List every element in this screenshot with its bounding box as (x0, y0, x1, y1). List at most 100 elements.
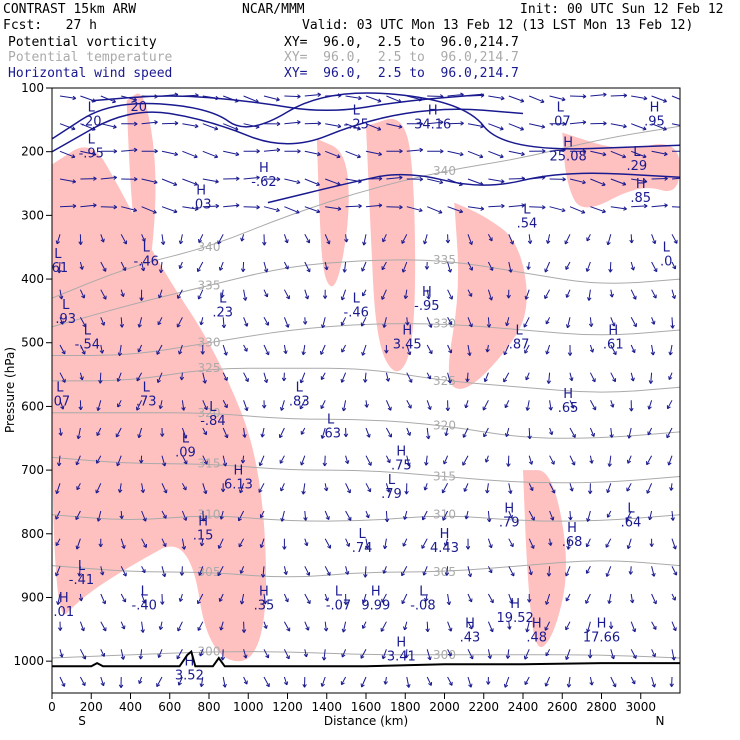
wind-arrow (141, 206, 157, 214)
wind-arrow-head (321, 324, 326, 329)
wind-arrow-head (113, 204, 118, 210)
wind-arrow (100, 261, 107, 272)
x-tick-label: 800 (198, 700, 221, 714)
wind-arrow-head (446, 601, 452, 606)
wind-arrow-head (181, 406, 186, 411)
wind-arrow (325, 206, 342, 210)
wind-arrow (507, 649, 510, 659)
wind-arrow-head (360, 683, 365, 688)
wind-arrow-head (386, 459, 391, 464)
wind-arrow-head (320, 405, 325, 410)
wind-arrow (588, 289, 591, 301)
extremum-low: L (419, 584, 427, 599)
wind-arrow (447, 344, 452, 354)
extremum-low: L (335, 584, 343, 599)
wind-arrow (465, 510, 469, 520)
wind-arrow-head (99, 349, 105, 354)
wind-arrow (59, 205, 77, 208)
wind-arrow-head (100, 238, 105, 243)
wind-arrow (527, 261, 530, 270)
wind-arrow (463, 483, 469, 492)
wind-arrow (141, 178, 158, 184)
wind-arrow (263, 621, 267, 629)
wind-arrow (304, 621, 309, 631)
wind-arrow-head (381, 266, 386, 271)
wind-arrow-head (60, 405, 65, 410)
wind-arrow-head (378, 151, 383, 157)
wind-arrow-head (326, 240, 331, 245)
wind-arrow-head (218, 266, 224, 271)
wind-arrow-head (612, 378, 617, 383)
wind-arrow-head (404, 490, 409, 495)
wind-arrow (283, 317, 289, 328)
wind-arrow (525, 372, 530, 381)
wind-arrow (625, 510, 632, 521)
wind-arrow (565, 261, 571, 270)
wind-arrow-head (422, 571, 427, 576)
wind-arrow (59, 178, 76, 183)
theta-label: 320 (198, 406, 221, 420)
pv-contour-0 (52, 108, 524, 153)
wind-arrow (508, 150, 525, 155)
wind-arrow-head (100, 682, 105, 687)
wind-arrow-head (489, 599, 494, 604)
wind-arrow-head (178, 265, 183, 270)
wind-arrow-head (648, 516, 653, 521)
wind-arrow-head (467, 352, 472, 357)
wind-arrow-head (275, 97, 280, 102)
wind-arrow-head (299, 405, 304, 410)
y-tick-label: 800 (21, 527, 44, 541)
wind-arrow (651, 289, 657, 299)
wind-arrow-head (316, 181, 320, 187)
wind-arrow-head (177, 294, 181, 299)
wind-arrow (447, 206, 463, 213)
wind-arrow (263, 206, 280, 212)
wind-arrow (605, 538, 612, 548)
wind-arrow-head (361, 599, 367, 604)
wind-arrow (182, 150, 198, 158)
wind-arrow (59, 676, 65, 687)
wind-arrow-head (673, 571, 678, 576)
wind-arrow (115, 427, 122, 438)
wind-arrow (263, 261, 268, 273)
wind-arrow (345, 566, 349, 575)
wind-arrow-head (527, 240, 533, 245)
wind-arrow-head (528, 460, 534, 465)
wind-arrow-head (143, 543, 147, 548)
wind-arrow (182, 206, 199, 210)
wind-arrow-head (199, 321, 204, 326)
extremum-low: L (143, 241, 151, 256)
wind-arrow (426, 621, 429, 632)
wind-arrow-head (652, 240, 657, 245)
wind-arrow-head (439, 120, 444, 125)
wind-arrow-head (343, 601, 349, 605)
extremum-value: 25.08 (550, 150, 587, 165)
wind-arrow (182, 178, 198, 186)
wind-arrow (243, 372, 249, 382)
wind-arrow (589, 400, 597, 411)
wind-arrow-head (55, 240, 61, 245)
wind-arrow (220, 510, 224, 520)
wind-arrow-head (81, 350, 86, 355)
wind-arrow-head (75, 545, 80, 550)
wind-arrow-head (646, 489, 651, 494)
wind-arrow-head (199, 542, 205, 547)
extremum-value: -.41 (69, 573, 94, 588)
wind-arrow-head (377, 126, 382, 131)
wind-arrow-head (160, 601, 165, 605)
wind-arrow (447, 676, 453, 686)
wind-arrow-head (237, 517, 242, 522)
theta-label: 335 (433, 253, 456, 267)
wind-arrow-head (382, 545, 388, 550)
field-pv-xy: XY= 96.0, 2.5 to 96.0,214.7 (284, 35, 519, 50)
wind-arrow-head (302, 684, 307, 688)
wind-arrow-head (200, 350, 205, 355)
wind-arrow (382, 649, 387, 659)
wind-arrow (100, 344, 103, 354)
wind-arrow (385, 427, 392, 438)
wind-arrow-head (158, 405, 163, 410)
wind-arrow (159, 621, 163, 630)
theta-contour-310 (52, 514, 680, 522)
wind-arrow (223, 150, 240, 156)
wind-arrow-head (585, 599, 590, 604)
